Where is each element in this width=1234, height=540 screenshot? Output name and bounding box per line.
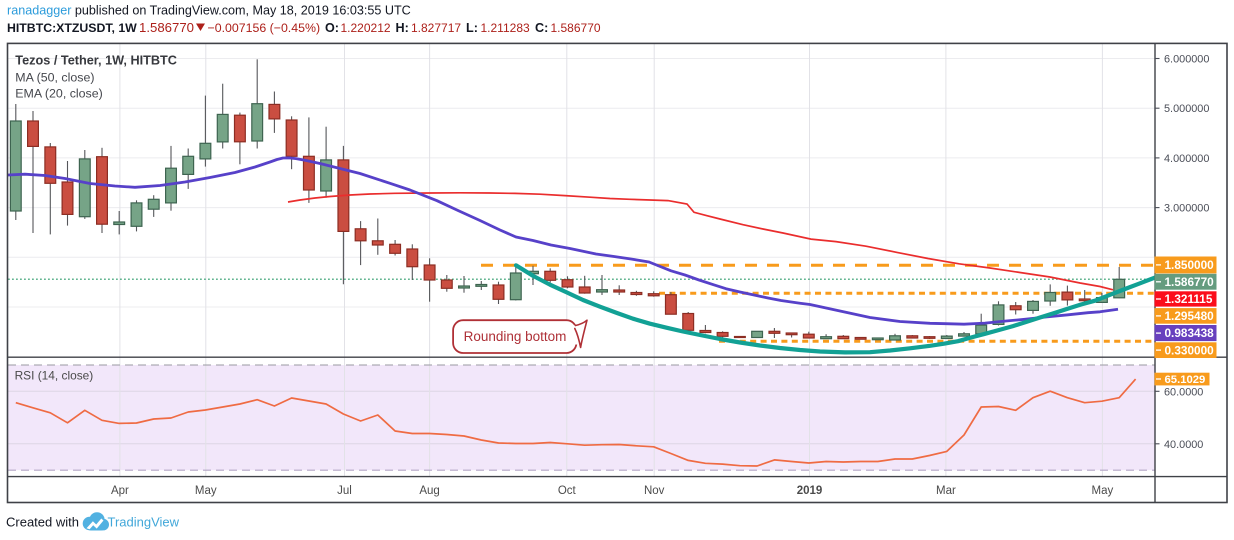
svg-text:60.0000: 60.0000 [1164, 386, 1203, 398]
svg-text:1.321115: 1.321115 [1165, 292, 1213, 306]
svg-text:TradingView: TradingView [108, 515, 180, 530]
svg-text:Aug: Aug [419, 485, 439, 497]
svg-text:4.000000: 4.000000 [1164, 153, 1209, 165]
svg-text:0.983438: 0.983438 [1165, 326, 1215, 340]
svg-text:65.1029: 65.1029 [1165, 374, 1206, 386]
svg-text:Nov: Nov [644, 485, 665, 497]
svg-text:40.0000: 40.0000 [1164, 439, 1203, 451]
svg-text:May: May [195, 485, 217, 497]
svg-text:Tezos / Tether, 1W, HITBTC: Tezos / Tether, 1W, HITBTC [15, 53, 177, 67]
svg-text:3.000000: 3.000000 [1164, 203, 1209, 215]
svg-text:1.850000: 1.850000 [1165, 258, 1215, 272]
svg-text:EMA (20, close): EMA (20, close) [15, 86, 102, 100]
svg-text:1.295480: 1.295480 [1165, 309, 1215, 323]
svg-text:6.000000: 6.000000 [1164, 54, 1209, 66]
svg-text:Apr: Apr [111, 485, 129, 497]
svg-text:0.330000: 0.330000 [1165, 343, 1215, 357]
svg-text:Created with: Created with [6, 515, 79, 530]
svg-text:5.000000: 5.000000 [1164, 103, 1209, 115]
svg-text:Oct: Oct [558, 485, 577, 497]
svg-text:May: May [1092, 485, 1114, 497]
svg-text:Jul: Jul [337, 485, 352, 497]
svg-text:MA (50, close): MA (50, close) [15, 70, 94, 84]
svg-text:Mar: Mar [936, 485, 956, 497]
svg-text:2019: 2019 [797, 485, 823, 497]
svg-text:Rounding bottom: Rounding bottom [464, 329, 567, 344]
svg-text:1.586770: 1.586770 [1165, 275, 1215, 289]
svg-text:HITBTC:XTZUSDT, 1W1.586770−0.0: HITBTC:XTZUSDT, 1W 1.586770 −0.007156 (−0.… [7, 20, 601, 35]
svg-text:ranadagger published on Tradin: ranadagger published on TradingView.com,… [7, 4, 411, 18]
svg-text:RSI (14, close): RSI (14, close) [15, 369, 94, 383]
